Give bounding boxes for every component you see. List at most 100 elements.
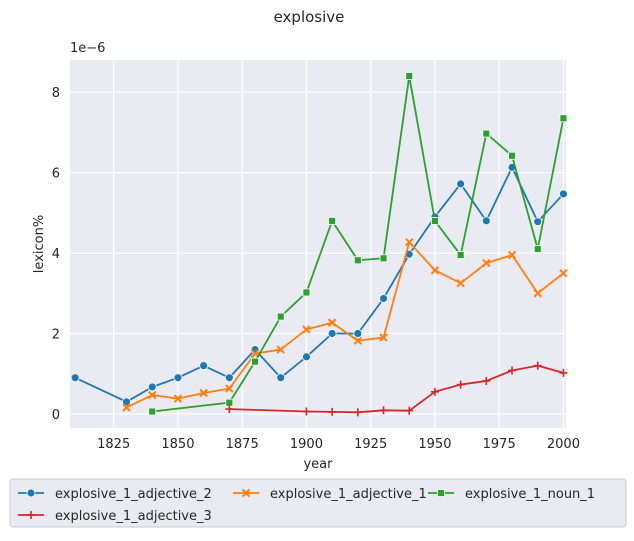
data-point: [302, 325, 311, 334]
data-point: [430, 387, 439, 396]
y-tick-label: 6: [52, 167, 60, 182]
data-point: [379, 294, 388, 303]
legend-marker: [26, 488, 36, 498]
data-point: [430, 266, 440, 275]
data-point: [225, 384, 234, 393]
data-point: [122, 403, 131, 412]
data-point: [327, 329, 337, 338]
y-tick-label: 2: [52, 327, 60, 342]
data-point: [559, 368, 568, 377]
chart-title: explosive: [274, 8, 345, 26]
legend-item: explosive_1_adjective_2: [18, 487, 212, 502]
data-point: [559, 114, 568, 123]
legend: explosive_1_adjective_2 explosive_1_adjec…: [9, 478, 627, 528]
data-point: [328, 407, 337, 416]
data-point: [199, 388, 208, 398]
data-point: [456, 380, 465, 389]
data-point: [405, 237, 414, 247]
series-explosive_1_noun_1: [148, 72, 568, 416]
series-explosive_1_adjective_1: [122, 237, 568, 412]
plot-area: [70, 60, 566, 428]
x-tick-label: 2000: [547, 437, 580, 452]
legend-label: explosive_1_adjective_1: [270, 487, 427, 502]
data-point: [147, 382, 157, 392]
legend-marker: [27, 511, 35, 519]
data-point: [70, 373, 80, 383]
data-point: [482, 376, 491, 385]
data-point: [533, 245, 542, 253]
data-point: [199, 361, 209, 371]
x-tick-label: 1900: [290, 437, 323, 452]
data-point: [122, 397, 131, 407]
x-axis-label: year: [303, 457, 333, 472]
data-point: [533, 361, 542, 370]
data-point: [456, 251, 465, 259]
legend-box: [9, 478, 627, 528]
data-point: [405, 406, 414, 415]
data-point: [379, 254, 388, 263]
x-tick-label: 1925: [354, 437, 387, 452]
legend-item: explosive_1_adjective_3: [18, 509, 212, 524]
data-point: [482, 129, 491, 138]
legend-label: explosive_1_noun_1: [465, 487, 595, 502]
data-point: [251, 357, 259, 366]
data-point: [276, 345, 285, 354]
data-point: [533, 217, 543, 227]
data-point: [302, 407, 311, 416]
x-tick-label: 1850: [161, 437, 194, 452]
legend-label: explosive_1_adjective_2: [55, 487, 212, 502]
series-layer: [70, 72, 568, 417]
data-point: [353, 256, 362, 265]
y-tick-label: 4: [52, 247, 60, 262]
y-tick-label: 0: [52, 408, 60, 423]
data-point: [559, 189, 568, 199]
x-tick-label: 1975: [483, 437, 516, 452]
data-point: [302, 288, 311, 297]
data-point: [353, 336, 363, 345]
data-point: [225, 405, 234, 414]
legend-item: explosive_1_noun_1: [428, 487, 595, 502]
legend-label: explosive_1_adjective_3: [55, 509, 212, 524]
y-axis-label: lexicon%: [32, 215, 47, 273]
x-tick-label: 1875: [226, 437, 259, 452]
y-offset-label: 1e−6: [70, 41, 105, 56]
series-explosive_1_adjective_3: [225, 361, 568, 417]
data-point: [173, 394, 183, 403]
data-point: [353, 329, 363, 338]
data-point: [327, 318, 337, 327]
series-line: [126, 241, 564, 409]
data-point: [276, 312, 285, 321]
data-point: [148, 390, 157, 400]
series-line: [229, 364, 564, 414]
y-tick-label: 8: [52, 86, 60, 101]
data-point: [173, 373, 183, 383]
data-point: [276, 373, 286, 383]
data-point: [507, 250, 517, 260]
data-point: [328, 216, 337, 225]
data-point: [405, 72, 414, 80]
data-point: [431, 216, 439, 225]
x-tick-label: 1825: [97, 437, 130, 452]
data-point: [379, 333, 388, 342]
x-tick-label: 1950: [418, 437, 451, 452]
data-point: [456, 179, 466, 189]
data-point: [353, 408, 362, 417]
data-point: [533, 289, 542, 298]
data-point: [302, 352, 311, 362]
legend-item: explosive_1_adjective_1: [233, 487, 427, 502]
data-point: [224, 373, 234, 383]
legend-marker: [241, 488, 251, 498]
data-point: [456, 279, 465, 288]
data-point: [559, 268, 568, 278]
data-point: [148, 407, 157, 416]
data-point: [508, 366, 517, 375]
grid-lines: [70, 60, 566, 428]
y-axis-ticks: 0 2 4 6 8: [52, 86, 60, 423]
data-point: [379, 406, 388, 415]
x-axis-ticks: 1825 1850 1875 1900 1925 1950 1975 2000: [97, 437, 580, 452]
data-point: [481, 216, 491, 226]
data-point: [508, 151, 516, 160]
data-point: [482, 258, 491, 268]
legend-marker: [437, 489, 445, 497]
